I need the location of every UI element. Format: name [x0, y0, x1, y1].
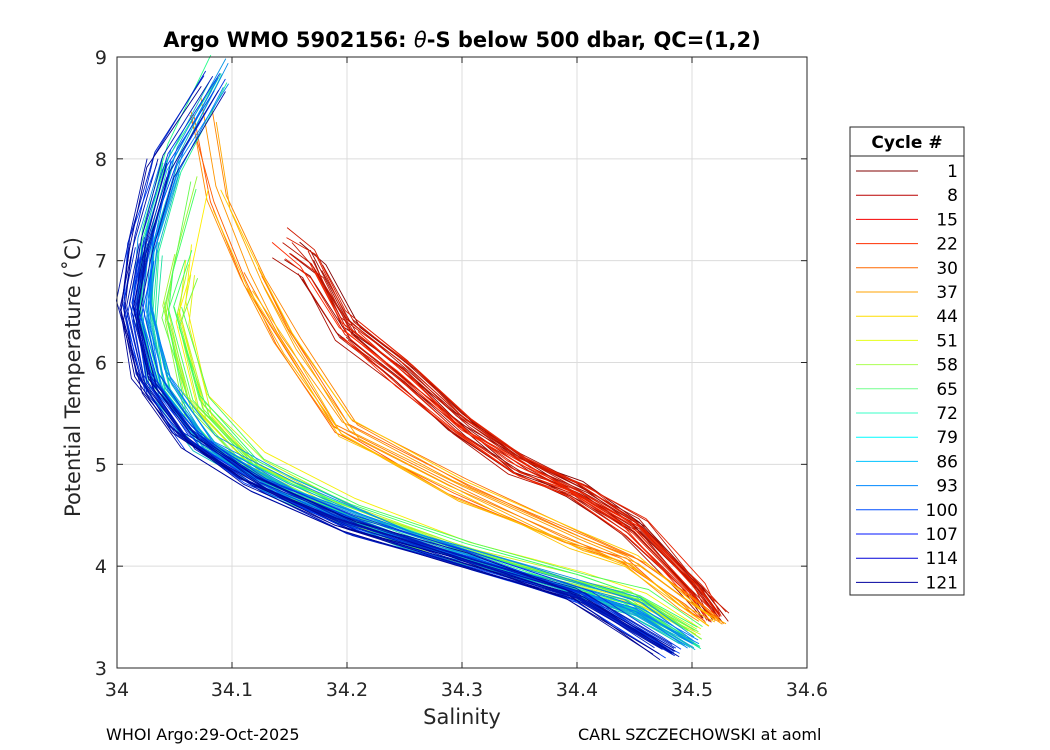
profile-curve — [178, 278, 703, 640]
profile-curve — [150, 62, 694, 642]
profile-curve — [123, 256, 661, 661]
profile-curve — [286, 237, 716, 611]
legend-label: 72 — [936, 404, 958, 424]
y-tick-label: 6 — [95, 353, 107, 375]
data-curves — [115, 54, 730, 661]
x-tick-label: 34.5 — [671, 679, 713, 701]
footer-source-date: WHOI Argo:29-Oct-2025 — [106, 725, 300, 744]
x-tick-label: 34.1 — [211, 679, 253, 701]
y-tick-label: 7 — [95, 251, 107, 273]
profile-curve — [133, 162, 676, 652]
y-tick-label: 5 — [95, 454, 107, 476]
x-axis-label: Salinity — [423, 705, 501, 729]
profile-curve — [257, 267, 720, 619]
y-tick-label: 4 — [95, 556, 107, 578]
profile-curve — [136, 149, 686, 641]
legend-label: 86 — [936, 452, 958, 472]
legend-label: 121 — [926, 573, 958, 593]
profile-curve — [357, 320, 722, 617]
profile-curve — [215, 121, 727, 625]
profile-curve — [149, 235, 699, 641]
legend-entries: 1 8 15 22 30 37 44 51 58 65 72 79 86 93 100 107 114 121 — [856, 162, 958, 593]
x-tick-label: 34.3 — [441, 679, 483, 701]
x-tick-label: 34 — [105, 679, 129, 701]
y-axis-label: Potential Temperature (˚C) — [61, 237, 85, 517]
profile-curve — [185, 244, 702, 630]
profile-curve — [307, 250, 710, 617]
legend-label: 37 — [936, 283, 958, 303]
profile-curve — [212, 209, 710, 627]
profile-curve — [190, 111, 700, 622]
footer-author: CARL SZCZECHOWSKI at aoml — [578, 725, 822, 744]
profile-curve — [357, 331, 721, 618]
legend-label: 22 — [936, 235, 958, 255]
profile-curve — [284, 258, 716, 620]
y-tick-label: 3 — [95, 658, 107, 680]
profile-curve — [272, 257, 703, 619]
profile-curve — [173, 250, 698, 628]
profile-curve — [119, 158, 663, 650]
legend-title: Cycle # — [871, 133, 942, 153]
chart-title-suffix: -S below 500 dbar, QC=(1,2) — [427, 28, 761, 52]
legend-label: 79 — [936, 428, 958, 448]
legend-label: 100 — [926, 501, 958, 521]
legend-box — [849, 126, 965, 596]
profile-curve — [120, 243, 654, 655]
legend-label: 1 — [947, 162, 958, 182]
profile-curve — [132, 73, 675, 649]
legend-label: 58 — [936, 356, 958, 376]
chart-title-theta: θ — [414, 28, 427, 52]
legend: Cycle # 1 8 15 22 30 37 44 51 58 65 72 79 86 93 100 107… — [849, 126, 965, 596]
profile-curve — [120, 85, 660, 655]
legend-label: 107 — [926, 525, 958, 545]
profile-curve — [284, 259, 713, 620]
chart-title-prefix: Argo WMO 5902156: — [163, 28, 414, 52]
profile-curve — [220, 189, 716, 621]
legend-label: 114 — [926, 549, 958, 569]
profile-curve — [260, 281, 723, 625]
x-tick-label: 34.6 — [786, 679, 828, 701]
profile-curve — [252, 290, 716, 623]
legend-label: 51 — [936, 331, 958, 351]
chart-title: Argo WMO 5902156: θ-S below 500 dbar, QC… — [163, 28, 760, 52]
profile-curve — [271, 242, 707, 616]
profile-curve — [342, 337, 712, 622]
y-tick-label: 8 — [95, 149, 107, 171]
x-tick-label: 34.2 — [326, 679, 368, 701]
legend-label: 30 — [936, 259, 958, 279]
profile-curve — [181, 306, 703, 627]
legend-label: 44 — [936, 307, 958, 327]
profile-curve — [163, 300, 684, 627]
legend-label: 65 — [936, 380, 958, 400]
y-tick-label: 9 — [95, 47, 107, 69]
profile-curve — [309, 262, 712, 618]
x-tick-label: 34.4 — [556, 679, 598, 701]
legend-label: 93 — [936, 477, 958, 497]
legend-label: 15 — [936, 210, 958, 230]
legend-label: 8 — [947, 186, 958, 206]
profile-curve — [211, 108, 725, 624]
profile-curve — [347, 339, 716, 621]
